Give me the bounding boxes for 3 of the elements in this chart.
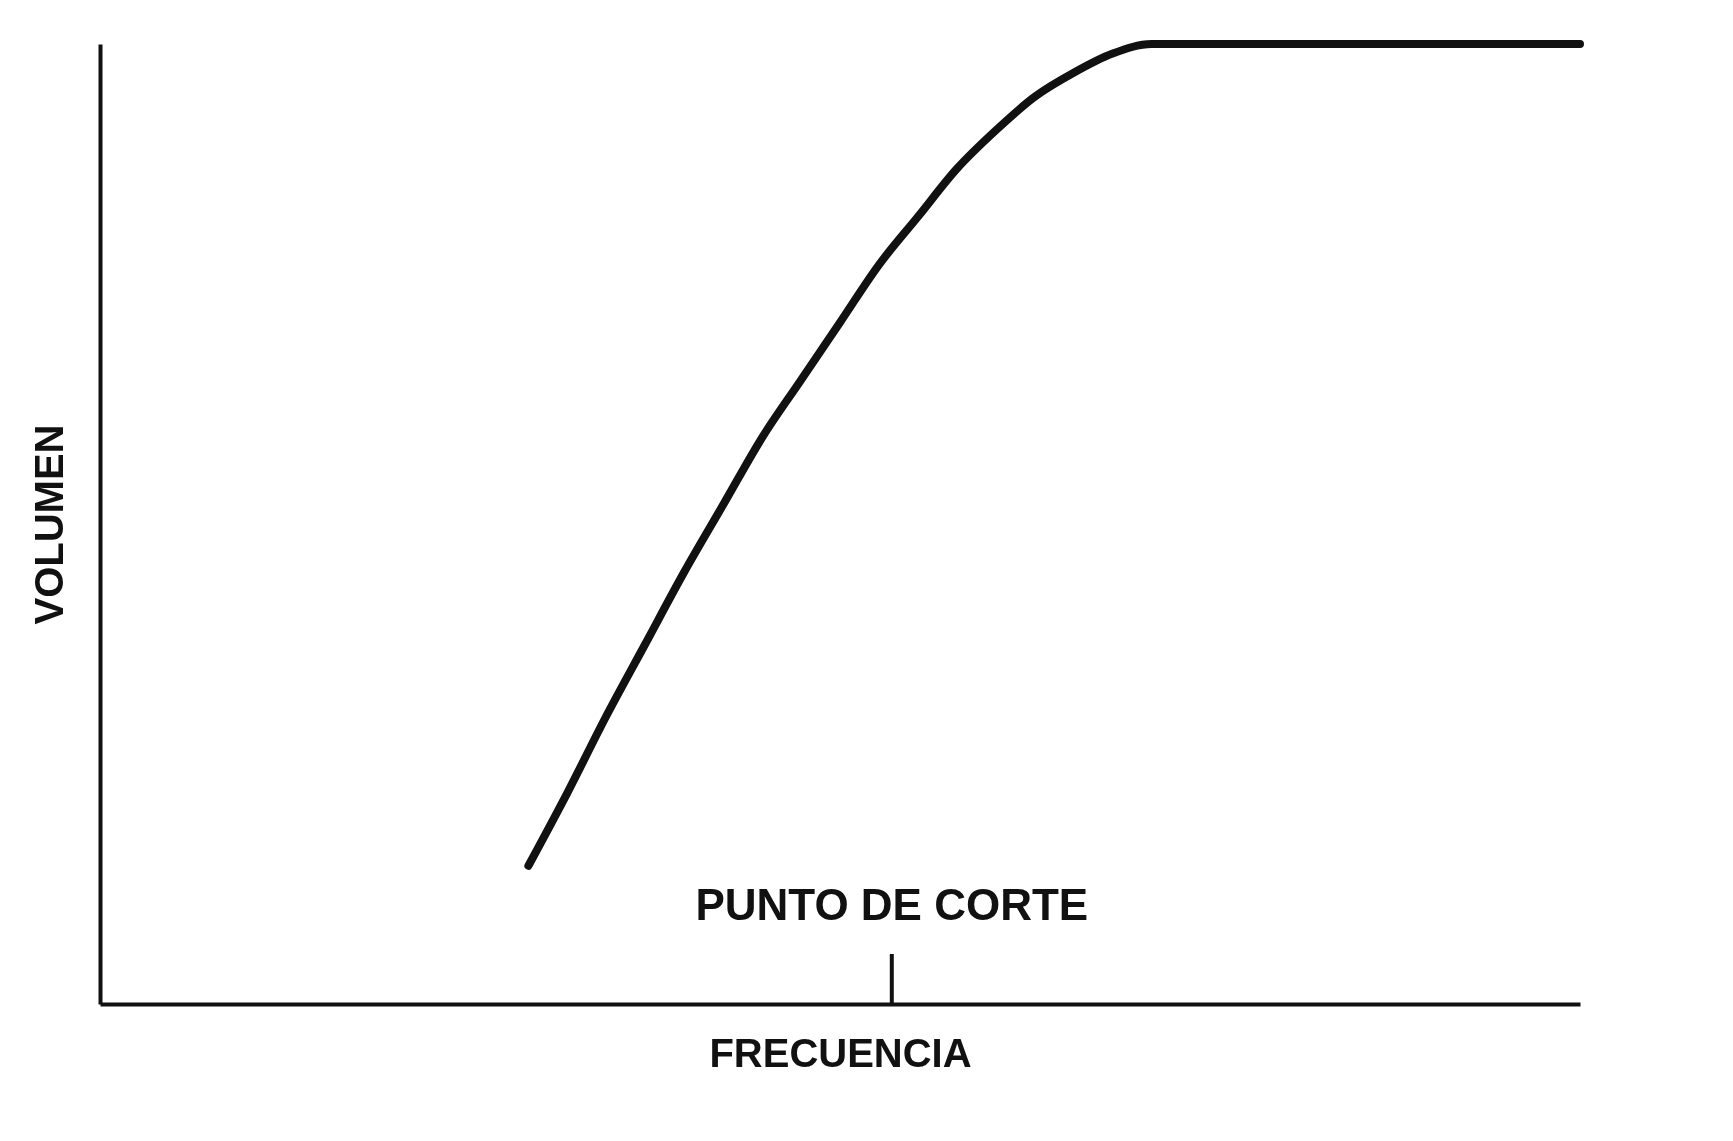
annotation: PUNTO DE CORTE (695, 880, 1089, 929)
y-axis-title: VOLUMEN (26, 424, 71, 625)
x-axis-title: FRECUENCIA (709, 1030, 972, 1075)
